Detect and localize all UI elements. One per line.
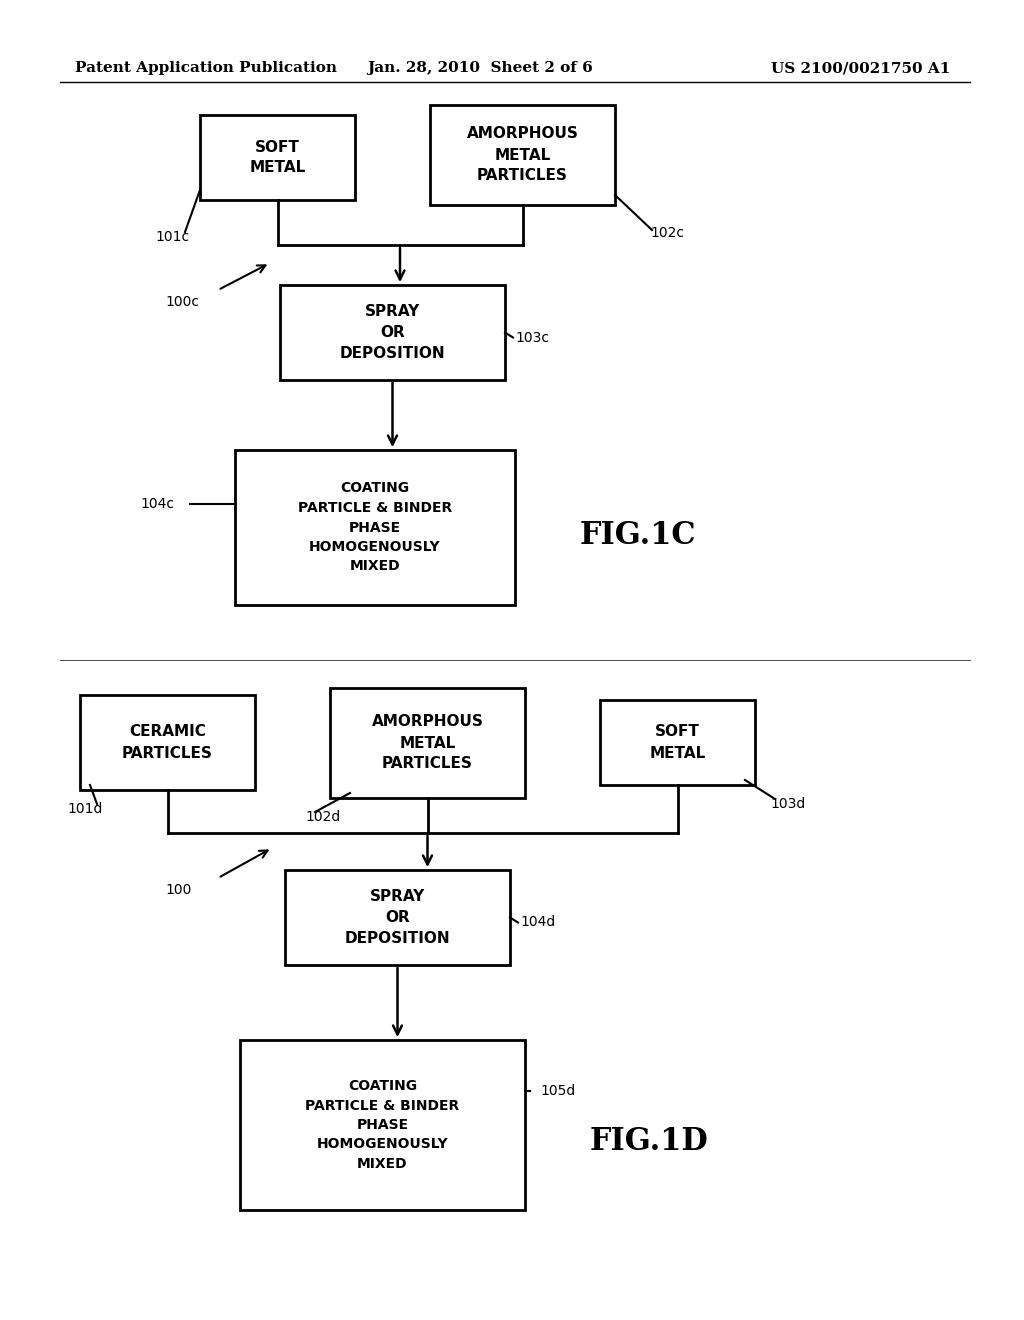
- Bar: [600, 700, 755, 785]
- Text: 105d: 105d: [540, 1084, 575, 1098]
- Text: Jan. 28, 2010  Sheet 2 of 6: Jan. 28, 2010 Sheet 2 of 6: [368, 61, 593, 75]
- Text: CERAMIC
PARTICLES: CERAMIC PARTICLES: [122, 725, 213, 760]
- Bar: [200, 115, 355, 201]
- Text: 100: 100: [165, 883, 191, 898]
- Bar: [430, 106, 615, 205]
- Bar: [285, 870, 510, 965]
- Text: 103c: 103c: [515, 330, 549, 345]
- Text: SPRAY
OR
DEPOSITION: SPRAY OR DEPOSITION: [340, 304, 445, 360]
- Bar: [330, 688, 525, 799]
- Bar: [280, 285, 505, 380]
- Text: FIG.1C: FIG.1C: [580, 520, 696, 550]
- Text: AMORPHOUS
METAL
PARTICLES: AMORPHOUS METAL PARTICLES: [372, 714, 483, 771]
- Text: Patent Application Publication: Patent Application Publication: [75, 61, 337, 75]
- Text: 102c: 102c: [650, 226, 684, 240]
- Text: SOFT
METAL: SOFT METAL: [250, 140, 305, 176]
- Bar: [80, 696, 255, 789]
- Text: 103d: 103d: [770, 797, 805, 810]
- Text: US 2100/0021750 A1: US 2100/0021750 A1: [771, 61, 950, 75]
- Bar: [240, 1040, 525, 1210]
- Text: SOFT
METAL: SOFT METAL: [649, 725, 706, 760]
- Text: SPRAY
OR
DEPOSITION: SPRAY OR DEPOSITION: [345, 888, 451, 946]
- Text: 104c: 104c: [140, 498, 174, 511]
- Bar: [234, 450, 515, 605]
- Text: 101d: 101d: [67, 803, 102, 816]
- Text: AMORPHOUS
METAL
PARTICLES: AMORPHOUS METAL PARTICLES: [467, 127, 579, 183]
- Text: 100c: 100c: [165, 294, 199, 309]
- Text: COATING
PARTICLE & BINDER
PHASE
HOMOGENOUSLY
MIXED: COATING PARTICLE & BINDER PHASE HOMOGENO…: [305, 1078, 460, 1171]
- Text: 102d: 102d: [305, 810, 340, 824]
- Text: FIG.1D: FIG.1D: [590, 1126, 709, 1158]
- Text: 104d: 104d: [520, 916, 555, 929]
- Text: 101c: 101c: [155, 230, 189, 244]
- Text: COATING
PARTICLE & BINDER
PHASE
HOMOGENOUSLY
MIXED: COATING PARTICLE & BINDER PHASE HOMOGENO…: [298, 482, 453, 573]
